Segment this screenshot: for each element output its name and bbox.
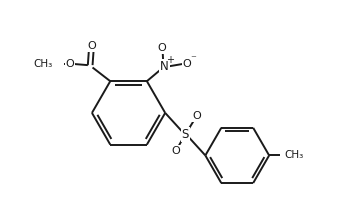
Text: CH₃: CH₃: [285, 150, 304, 160]
Text: O: O: [158, 43, 166, 53]
Text: O: O: [183, 59, 192, 69]
Text: O: O: [87, 41, 96, 51]
Text: O: O: [171, 146, 180, 156]
Text: O: O: [192, 111, 201, 122]
Text: O: O: [66, 59, 74, 69]
Text: +: +: [166, 55, 174, 65]
Text: CH₃: CH₃: [34, 59, 53, 69]
Text: ⁻: ⁻: [191, 55, 196, 65]
Text: S: S: [182, 128, 189, 141]
Text: N: N: [160, 60, 169, 73]
